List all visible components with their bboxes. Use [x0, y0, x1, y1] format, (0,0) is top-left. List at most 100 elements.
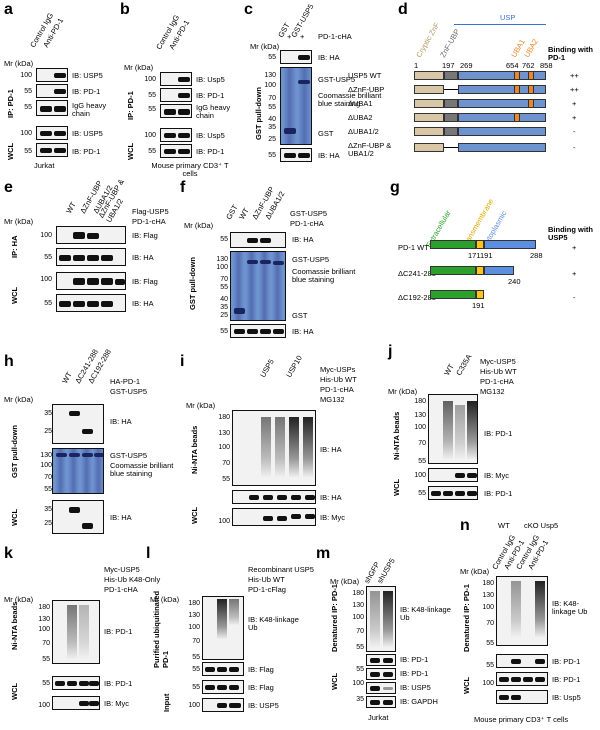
- side-label-ni-nta: Ni-NTA beads: [392, 411, 401, 460]
- ib-label: IB: PD-1: [72, 87, 101, 96]
- panel-label-n: n: [460, 517, 470, 534]
- mw-marker: 70: [418, 440, 426, 447]
- construct-name: ΔUBA1: [348, 99, 373, 108]
- panel-label-b: b: [120, 1, 130, 18]
- dom-znf: [414, 71, 444, 80]
- mw-marker: 55: [192, 666, 200, 673]
- mr-label: Mr (kDa): [460, 567, 490, 576]
- binding-header: Binding with PD-1: [548, 45, 593, 62]
- blot-m-pd1-wcl: [366, 668, 396, 680]
- mw-marker: 55: [44, 486, 52, 493]
- ib-label: IB: Usp5: [196, 75, 225, 84]
- ib-label: IgG heavy chain: [72, 101, 107, 118]
- blot-h-ha-wcl: [52, 500, 104, 534]
- blot-i-myc: [232, 508, 316, 526]
- mw-marker: 55: [486, 640, 494, 647]
- aa-num: 1: [414, 61, 419, 70]
- mw-marker: 55: [24, 148, 32, 155]
- side-label-denatured-ip: Denatured IP: PD-1: [462, 584, 471, 652]
- usp-bracket: [454, 24, 546, 25]
- mw-marker: 35: [268, 124, 276, 131]
- blot-m-gapdh: [366, 696, 396, 708]
- row-label: His-Ub WT: [480, 367, 517, 376]
- row-label: Myc-USP5: [480, 357, 516, 366]
- construct-name: PD-1 WT: [398, 243, 429, 252]
- construct-name: ΔZnF-UBP & UBA1/2: [348, 141, 392, 158]
- mw-marker: 55: [192, 654, 200, 661]
- mw-marker: 70: [192, 638, 200, 645]
- row-label: His-Ub WT: [320, 375, 357, 384]
- dom-extracellular: [430, 266, 476, 275]
- blot-b-pd1-wcl: [160, 144, 192, 158]
- ib-label: IB: HA: [110, 417, 132, 426]
- construct-name: ΔC192-288: [398, 293, 436, 302]
- construct-name: USP5 WT: [348, 71, 382, 80]
- dom-cytoplasmic: [484, 240, 536, 249]
- mw-marker: 25: [44, 520, 52, 527]
- side-label-wcl: WCL: [190, 506, 199, 524]
- dom-usp: [458, 127, 546, 136]
- ib-label: GST-USP5: [318, 75, 356, 84]
- mw-marker: 40: [268, 116, 276, 123]
- construct-name: ΔUBA2: [348, 113, 373, 122]
- mw-marker: 70: [220, 276, 228, 283]
- blot-i-ha-ni: [232, 410, 316, 486]
- side-label-wcl: WCL: [330, 672, 339, 690]
- ib-label: IB: Myc: [104, 699, 130, 708]
- ib-label: IB: HA: [292, 235, 314, 244]
- panel-label-l: l: [146, 545, 151, 562]
- side-label-denatured-ip: Denatured IP: PD-1: [330, 584, 339, 652]
- mw-marker: 100: [188, 624, 200, 631]
- row-label: Myc-USPs: [320, 365, 356, 374]
- dom-znf: [414, 99, 444, 108]
- blot-h-ha: [52, 404, 104, 444]
- blot-c-ha: [280, 50, 312, 64]
- row-label: GST-USP5: [110, 387, 148, 396]
- row-label: MG132: [480, 387, 505, 396]
- panel-label-j: j: [388, 343, 393, 360]
- blot-j-myc: [428, 468, 478, 482]
- mw-marker: 70: [356, 628, 364, 635]
- aa-num: 191: [480, 251, 493, 260]
- mw-marker: 55: [486, 662, 494, 669]
- ib-label: Coomassie brilliant blue staining: [110, 461, 174, 478]
- cell-label: Jurkat: [34, 161, 55, 170]
- side-label-wcl: WCL: [392, 478, 401, 496]
- mw-marker: 55: [418, 458, 426, 465]
- dom-transmembrane: [476, 290, 484, 299]
- ib-label: IB: HA: [320, 445, 342, 454]
- binding-score: -: [573, 143, 576, 152]
- ib-label: GST-USP5: [292, 255, 330, 264]
- construct-name: ΔZnF-UBP: [348, 85, 385, 94]
- side-label-wcl: WCL: [10, 682, 19, 700]
- side-label-wcl: WCL: [462, 676, 471, 694]
- mw-marker: 35: [44, 410, 52, 417]
- blot-e-ha-ip: [56, 248, 126, 266]
- aa-num: 197: [442, 61, 455, 70]
- gel-f: [230, 251, 286, 321]
- row-label: PD-1-cFlag: [248, 585, 286, 594]
- mw-marker: 40: [220, 296, 228, 303]
- mw-marker: 180: [414, 398, 426, 405]
- mw-marker: 180: [352, 590, 364, 597]
- side-label-input: Input: [162, 693, 171, 712]
- row-label: Myc-USP5: [104, 565, 140, 574]
- dom-uba2: [528, 99, 534, 108]
- blot-b-usp5-wcl: [160, 128, 192, 142]
- cell-label: Mouse primary CD3⁺ T cells: [151, 161, 229, 178]
- blot-e-ha-wcl: [56, 294, 126, 312]
- mw-marker: 25: [268, 136, 276, 143]
- mw-marker: 55: [42, 680, 50, 687]
- ib-label: IB: PD-1: [104, 679, 133, 688]
- mw-marker: 55: [220, 328, 228, 335]
- dom-uba1: [514, 71, 520, 80]
- ib-label: IB: HA: [318, 151, 340, 160]
- blot-l-flag-2: [202, 680, 244, 694]
- mw-marker: 100: [144, 76, 156, 83]
- mw-marker: 180: [218, 414, 230, 421]
- mw-marker: 55: [148, 148, 156, 155]
- binding-score: -: [573, 293, 576, 302]
- mw-marker: 35: [44, 506, 52, 513]
- row-label: HA-PD-1: [110, 377, 141, 386]
- blot-b-igg: [160, 104, 192, 118]
